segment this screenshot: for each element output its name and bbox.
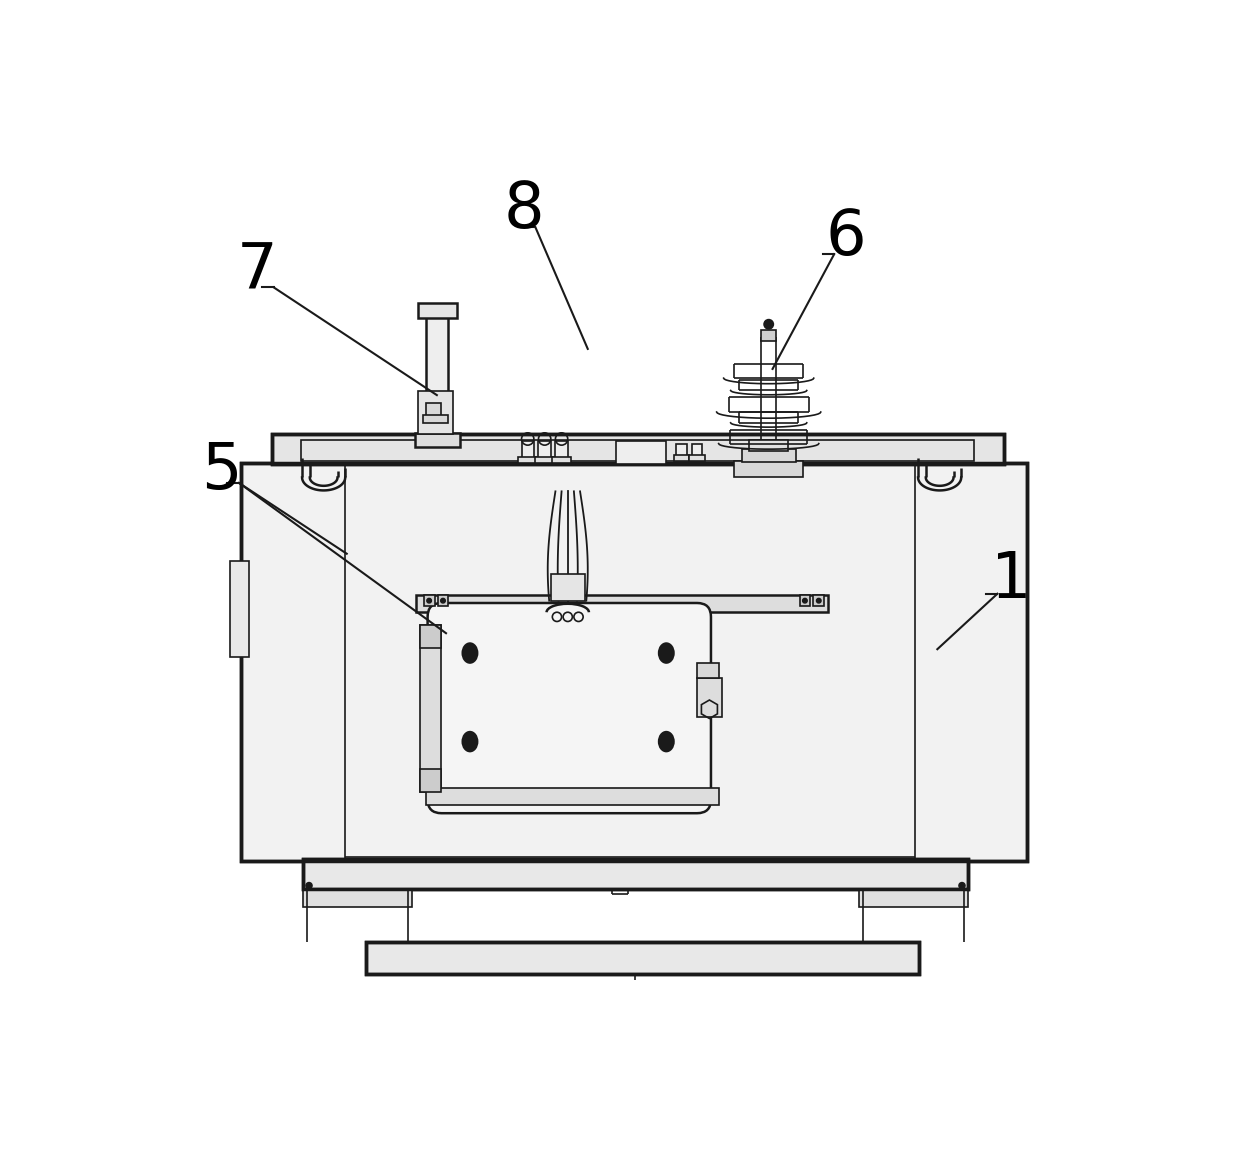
Text: 5: 5 (201, 439, 242, 502)
Bar (423, 415, 448, 423)
Bar (303, 859, 968, 889)
Bar (242, 463, 1027, 861)
Bar (427, 310, 448, 445)
Bar (418, 303, 456, 318)
Bar (749, 439, 787, 450)
Circle shape (959, 882, 965, 888)
Bar (697, 663, 719, 678)
Bar (427, 403, 441, 417)
Bar (414, 432, 460, 448)
Bar (438, 596, 449, 606)
Bar (676, 444, 687, 457)
Bar (800, 596, 810, 606)
Bar (551, 573, 585, 600)
Bar (692, 444, 703, 457)
Bar (300, 439, 975, 461)
Circle shape (306, 882, 312, 888)
Bar (761, 330, 776, 341)
Bar (859, 889, 968, 907)
Bar (518, 457, 537, 463)
Bar (556, 442, 568, 458)
Bar (552, 457, 570, 463)
Bar (366, 942, 919, 974)
Circle shape (764, 320, 774, 329)
Ellipse shape (461, 731, 479, 752)
Text: 7: 7 (237, 241, 277, 303)
Text: 8: 8 (503, 180, 544, 241)
Ellipse shape (461, 643, 479, 664)
Ellipse shape (658, 643, 675, 664)
Bar (424, 596, 434, 606)
Bar (689, 455, 704, 461)
Bar (420, 625, 441, 647)
Bar (272, 434, 1003, 464)
Bar (675, 455, 689, 461)
Bar (242, 463, 1027, 861)
Bar (427, 787, 719, 805)
Bar (366, 942, 919, 974)
Circle shape (440, 598, 445, 603)
Circle shape (816, 598, 821, 603)
Bar (813, 596, 825, 606)
Bar (303, 859, 968, 889)
Bar (303, 889, 412, 907)
Ellipse shape (658, 731, 675, 752)
Bar (420, 768, 441, 792)
Bar (616, 442, 666, 464)
FancyBboxPatch shape (428, 603, 711, 813)
Circle shape (427, 598, 432, 603)
Bar (697, 678, 722, 717)
Bar (522, 442, 534, 458)
Bar (417, 596, 828, 612)
Bar (734, 461, 804, 477)
Bar (420, 625, 441, 792)
Bar (272, 434, 1003, 464)
Text: 6: 6 (826, 207, 866, 268)
Bar (536, 457, 554, 463)
Bar (742, 449, 796, 462)
Bar (418, 391, 453, 434)
Text: 1: 1 (991, 549, 1032, 611)
Bar (538, 442, 551, 458)
Bar (229, 560, 249, 657)
Circle shape (802, 598, 807, 603)
